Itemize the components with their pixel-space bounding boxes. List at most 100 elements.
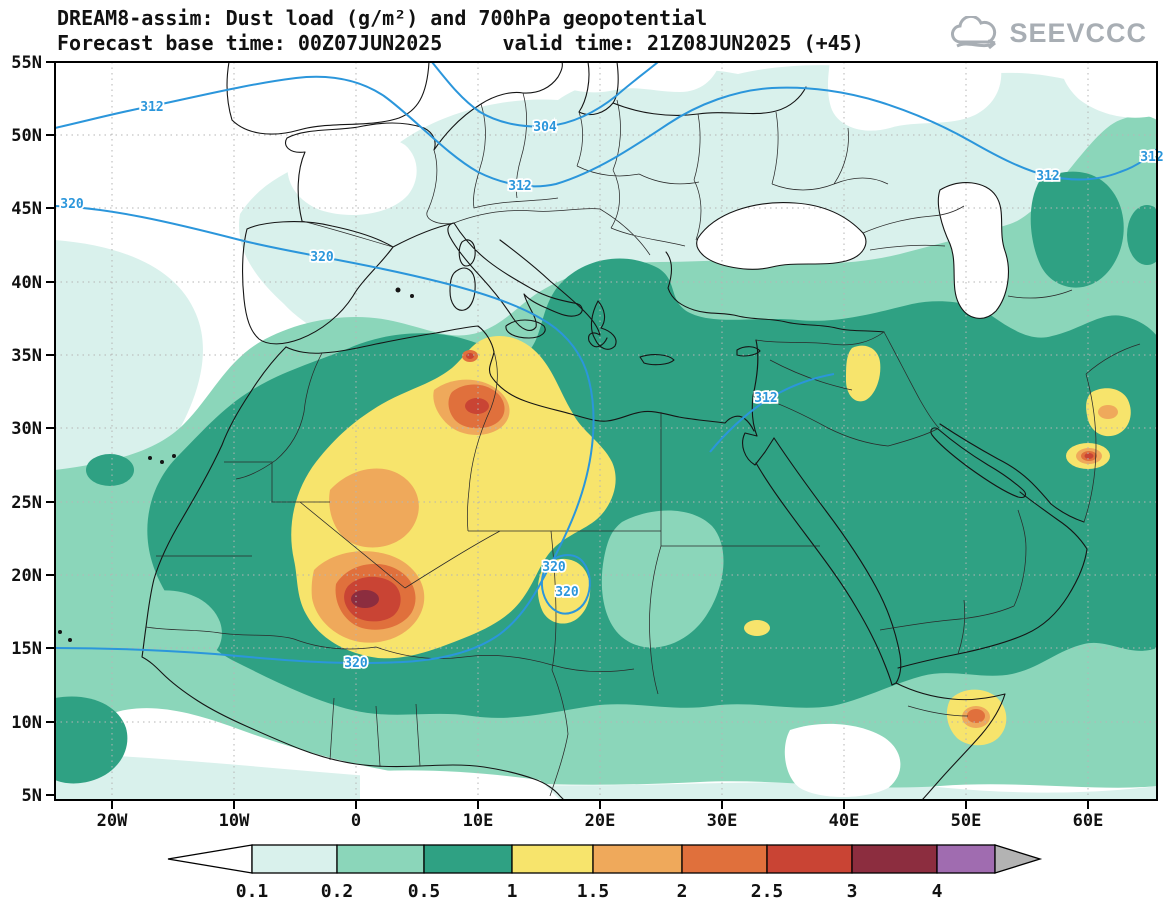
contour-304 (431, 62, 659, 128)
contour-label: 320 (60, 197, 84, 212)
lon-tick-label: 0 (351, 811, 361, 831)
coastline-baltic (578, 62, 807, 116)
lat-tick-label: 30N (11, 419, 42, 439)
contour-312-north (55, 75, 1157, 188)
dust-region-red-gulf (1084, 453, 1094, 459)
dust-region-yellow-arabia (846, 345, 881, 402)
island-canary-2 (160, 460, 164, 464)
dust-region-darkgreen-ne-corner (1127, 205, 1157, 265)
lat-tick-label: 50N (11, 126, 42, 146)
lon-axis: 20W 10W 0 10E 20E 30E 40E 50E 60E (97, 800, 1104, 831)
contour-label: 312 (1140, 150, 1163, 165)
contour-label: 312 (754, 391, 777, 406)
colorbar-arrow-left (167, 844, 253, 874)
colorbar-segment (423, 844, 513, 874)
colorbar-segment (766, 844, 853, 874)
lat-tick-label: 40N (11, 273, 42, 293)
contour-label: 320 (542, 560, 566, 575)
no-dust-ukraine (828, 62, 1002, 131)
logo-text: SEEVCCC (1009, 17, 1147, 48)
dust-region-sand-mali-n (329, 468, 419, 548)
graticule-meridians (111, 62, 1089, 800)
contour-label: 312 (508, 179, 531, 194)
contour-320-main (55, 205, 595, 665)
coastline-africa-north (285, 325, 755, 432)
coastline-balkans-greece (499, 239, 675, 366)
lon-tick-label: 50E (951, 811, 982, 831)
colorbar-segment (936, 844, 996, 874)
dust-region-lightgreen-egypt (601, 510, 724, 648)
island-balearic-1 (395, 287, 401, 293)
lon-tick-label: 60E (1073, 811, 1104, 831)
lon-tick-label: 30E (707, 811, 738, 831)
colorbar-tick-label: 0.5 (408, 881, 441, 902)
no-dust-ethiopia (784, 723, 901, 797)
contour-label: 312 (1036, 169, 1059, 184)
colorbar-tick-label: 1 (507, 881, 518, 902)
lon-tick-label: 10E (463, 811, 494, 831)
lon-tick-label: 40E (829, 811, 860, 831)
lon-tick-label: 20W (97, 811, 128, 831)
country-borders (145, 92, 1141, 797)
contour-312-levant (709, 373, 835, 453)
lat-tick-label: 5N (22, 786, 42, 806)
contour-label: 320 (310, 250, 334, 265)
contour-label: 320 (555, 585, 579, 600)
lat-tick-label: 20N (11, 566, 42, 586)
colorbar-tick-label: 3 (847, 881, 858, 902)
graticule-parallels (55, 134, 1157, 723)
dust-region-darkgreen-atlantic (86, 454, 134, 486)
cloud-logo-icon (951, 16, 997, 50)
coastline-black-sea (696, 202, 867, 270)
lon-tick-label: 10W (219, 811, 250, 831)
coastline-iberia (242, 221, 394, 345)
colorbar-tick-label: 2 (677, 881, 688, 902)
map-frame (54, 61, 1158, 801)
coastline-arabia (895, 423, 1088, 800)
dust-region-darkgreen-sw (55, 696, 128, 784)
colorbar-segment (681, 844, 768, 874)
coastline-africa-west (141, 346, 565, 800)
lat-axis: 55N 50N 45N 40N 35N 30N 25N 20N 15N 10N … (11, 53, 55, 806)
dust-region-red-tunisia (466, 353, 474, 359)
figure-subtitle: Forecast base time: 00Z07JUN2025 valid t… (57, 31, 864, 55)
colorbar-tick-label: 2.5 (751, 881, 784, 902)
graticule (55, 62, 1157, 800)
figure-title: DREAM8-assim: Dust load (g/m²) and 700hP… (57, 6, 708, 30)
geopotential-contour-lines (55, 62, 1157, 665)
island-balearic-2 (410, 294, 414, 298)
dust-fill-layer (55, 62, 1157, 800)
coastline-levant-redsea (742, 339, 902, 686)
dust-region-orange-horn (967, 709, 985, 723)
lon-ticks (111, 800, 1089, 809)
island-canary-1 (148, 456, 152, 460)
lat-tick-label: 35N (11, 346, 42, 366)
geopotential-contour-labels: 312 304 312 320 320 312 320 320 320 312 … (59, 98, 1165, 673)
dust-region-lightgreen-senegal (146, 590, 222, 663)
colorbar-tick-label: 4 (932, 881, 943, 902)
lat-tick-label: 10N (11, 713, 42, 733)
dust-region-darkgreen-caspian-east (1030, 171, 1124, 288)
coastline-turkey-cyprus (665, 251, 885, 357)
lat-tick-label: 15N (11, 639, 42, 659)
colorbar-tick-label: 0.1 (236, 881, 269, 902)
lat-tick-label: 45N (11, 199, 42, 219)
caspian-sea-fill (938, 182, 1009, 319)
dust-region-pale-atlantic (55, 240, 203, 470)
dust-region-red-nalgeria (465, 398, 489, 414)
coastline-france-lowcountries (285, 62, 563, 248)
contour-label: 312 (140, 100, 163, 115)
contour-label: 304 (533, 120, 557, 135)
no-dust-scandinavia (540, 62, 720, 93)
colorbar-segment (851, 844, 938, 874)
coastline-caspian (937, 182, 1009, 319)
border-lines (145, 92, 1141, 797)
island-capeverde-2 (68, 638, 72, 642)
no-dust-guinea (360, 770, 560, 800)
islands (58, 287, 414, 642)
island-capeverde-1 (58, 630, 62, 634)
coastline-italy (447, 222, 583, 339)
colorbar-segment (251, 844, 338, 874)
